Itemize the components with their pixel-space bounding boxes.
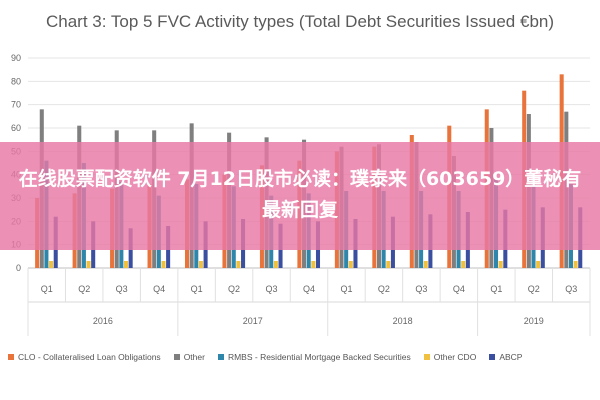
x-tick-label: Q4 bbox=[453, 284, 465, 294]
y-tick-label: 90 bbox=[11, 53, 21, 63]
legend-swatch bbox=[8, 354, 14, 360]
x-tick-label: Q2 bbox=[228, 284, 240, 294]
banner-text: 在线股票配资软件 7月12日股市必读：璞泰来（603659）董秘有最新回复 bbox=[18, 168, 582, 221]
x-tick-label: Q1 bbox=[340, 284, 352, 294]
y-tick-label: 80 bbox=[11, 76, 21, 86]
x-tick-label: Q4 bbox=[303, 284, 315, 294]
y-tick-label: 60 bbox=[11, 123, 21, 133]
x-tick-label: Q4 bbox=[153, 284, 165, 294]
x-tick-label: Q2 bbox=[378, 284, 390, 294]
x-tick-label: Q2 bbox=[528, 284, 540, 294]
overlay-banner: 在线股票配资软件 7月12日股市必读：璞泰来（603659）董秘有最新回复 bbox=[0, 142, 600, 250]
bar bbox=[49, 261, 54, 268]
x-tick-label: Q1 bbox=[41, 284, 53, 294]
legend-item: Other CDO bbox=[423, 352, 477, 362]
x-group-label: 2018 bbox=[393, 316, 413, 326]
bar bbox=[348, 261, 353, 268]
y-tick-label: 0 bbox=[16, 263, 21, 273]
legend-label: ABCP bbox=[499, 352, 523, 362]
legend-label: Other CDO bbox=[433, 352, 477, 362]
legend-item: Other bbox=[173, 352, 205, 362]
bar bbox=[123, 261, 129, 268]
chart-title: Chart 3: Top 5 FVC Activity types (Total… bbox=[45, 12, 555, 31]
legend-label: Other bbox=[183, 352, 205, 362]
legend-item: ABCP bbox=[489, 352, 522, 362]
bar bbox=[536, 261, 541, 268]
chart-legend: CLO - Collateralised Loan Obligations Oth… bbox=[8, 352, 598, 362]
x-group-label: 2019 bbox=[524, 316, 544, 326]
x-tick-label: Q3 bbox=[415, 284, 427, 294]
x-tick-label: Q3 bbox=[565, 284, 577, 294]
x-group-label: 2016 bbox=[93, 316, 113, 326]
bar bbox=[573, 261, 578, 268]
bar bbox=[198, 261, 203, 268]
x-tick-label: Q1 bbox=[490, 284, 502, 294]
bar bbox=[86, 261, 91, 268]
bar bbox=[161, 261, 166, 268]
legend-label: CLO - Collateralised Loan Obligations bbox=[18, 352, 161, 362]
x-tick-label: Q1 bbox=[191, 284, 203, 294]
legend-swatch bbox=[217, 354, 224, 360]
bar bbox=[311, 261, 316, 268]
legend-swatch bbox=[489, 354, 496, 360]
bar bbox=[461, 261, 466, 268]
x-axis: Q1 Q2 Q3 Q4 Q1 Q2 Q3 Q4 Q1 Q2 Q3 Q4 Q1 Q2 Q3 2016 2017 20… bbox=[27, 268, 591, 336]
x-group-label: 2017 bbox=[243, 316, 263, 326]
bar bbox=[236, 261, 241, 268]
bar bbox=[423, 261, 428, 268]
legend-swatch bbox=[423, 354, 430, 360]
legend-label: RMBS - Residential Mortgage Backed Secur… bbox=[227, 352, 411, 362]
bar bbox=[386, 261, 391, 268]
x-tick-label: Q2 bbox=[78, 284, 90, 294]
x-tick-label: Q3 bbox=[116, 284, 128, 294]
legend-swatch bbox=[173, 354, 180, 360]
x-tick-label: Q3 bbox=[266, 284, 278, 294]
y-tick-label: 70 bbox=[11, 100, 21, 110]
bar bbox=[273, 261, 278, 268]
legend-item: RMBS - Residential Mortgage Backed Secur… bbox=[217, 352, 411, 362]
legend-item: CLO - Collateralised Loan Obligations bbox=[8, 352, 161, 362]
bar bbox=[498, 261, 503, 268]
